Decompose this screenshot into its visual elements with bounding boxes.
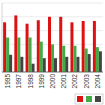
x-tick-label: 1999 xyxy=(38,74,45,89)
grid-line xyxy=(2,72,103,73)
legend-swatch xyxy=(95,96,101,102)
bar xyxy=(85,49,88,72)
bar xyxy=(40,42,43,72)
x-tick-label: 1998 xyxy=(27,74,34,89)
bar xyxy=(73,46,76,72)
bar xyxy=(48,17,51,72)
bar xyxy=(96,47,99,72)
legend xyxy=(75,94,103,104)
bar xyxy=(59,17,62,72)
bar xyxy=(54,58,57,72)
grid xyxy=(2,3,103,72)
chart: 1995 1997 1998 1999 2000 2001 2002 2003 2004 xyxy=(0,0,105,105)
bar xyxy=(43,58,46,72)
bar xyxy=(14,15,17,72)
bar xyxy=(17,38,20,73)
grid-line xyxy=(2,3,103,4)
x-tick-label: 2002 xyxy=(71,74,78,89)
legend-swatch xyxy=(77,96,83,102)
bar xyxy=(32,64,35,72)
chart-container: 1995 1997 1998 1999 2000 2001 2002 2003 2004 xyxy=(0,0,105,105)
x-tick-label: 2000 xyxy=(49,74,56,89)
x-tick-label: 2003 xyxy=(83,74,90,89)
bar xyxy=(26,24,29,72)
bar xyxy=(76,57,79,72)
x-axis-line xyxy=(2,72,103,73)
bar xyxy=(51,44,54,72)
bar xyxy=(3,22,6,72)
bar xyxy=(9,55,12,72)
bar xyxy=(82,21,85,72)
x-tick-label: 1995 xyxy=(4,74,11,89)
bar xyxy=(65,57,68,72)
x-tick-label: 2004 xyxy=(94,74,101,89)
bar xyxy=(93,21,96,72)
bar xyxy=(70,22,73,72)
bars xyxy=(3,15,102,72)
bar xyxy=(6,38,9,73)
x-tick-label: 2001 xyxy=(60,74,67,89)
y-axis-line xyxy=(2,3,3,72)
legend-swatch xyxy=(86,96,92,102)
bar xyxy=(99,51,102,72)
x-tick-labels: 1995 1997 1998 1999 2000 2001 2002 2003 2004 xyxy=(4,74,101,89)
bar xyxy=(29,38,32,73)
bar xyxy=(88,54,91,72)
x-tick-label: 1997 xyxy=(15,74,22,89)
bar xyxy=(20,57,23,72)
bar xyxy=(37,20,40,72)
bar xyxy=(62,46,65,72)
legend-frame xyxy=(75,94,103,104)
